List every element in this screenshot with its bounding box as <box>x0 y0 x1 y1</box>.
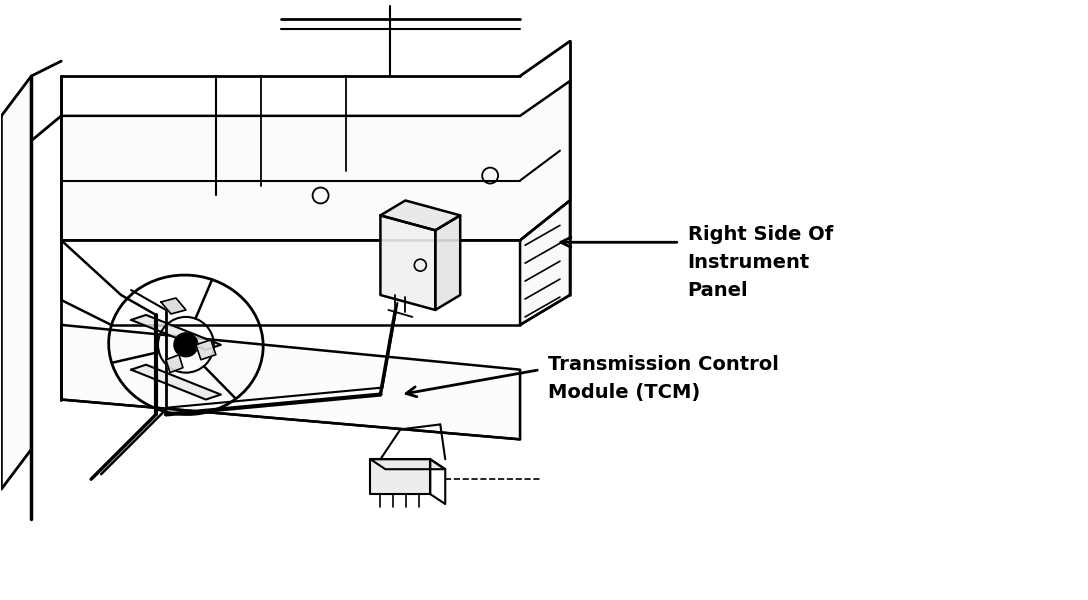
Polygon shape <box>161 298 186 314</box>
Text: Instrument: Instrument <box>688 253 809 272</box>
Polygon shape <box>370 459 430 494</box>
Polygon shape <box>520 200 570 325</box>
Polygon shape <box>166 355 183 373</box>
Polygon shape <box>131 315 221 350</box>
Polygon shape <box>435 215 460 310</box>
Polygon shape <box>196 340 215 360</box>
Text: Panel: Panel <box>688 281 749 300</box>
Polygon shape <box>381 200 460 230</box>
Polygon shape <box>370 459 445 469</box>
Polygon shape <box>381 215 435 310</box>
Text: Module (TCM): Module (TCM) <box>548 383 701 401</box>
Polygon shape <box>61 81 570 240</box>
Text: Transmission Control: Transmission Control <box>548 355 779 374</box>
Circle shape <box>174 333 198 357</box>
Polygon shape <box>61 325 520 439</box>
Polygon shape <box>131 365 221 400</box>
Polygon shape <box>1 76 32 489</box>
Text: Right Side Of: Right Side Of <box>688 226 833 244</box>
